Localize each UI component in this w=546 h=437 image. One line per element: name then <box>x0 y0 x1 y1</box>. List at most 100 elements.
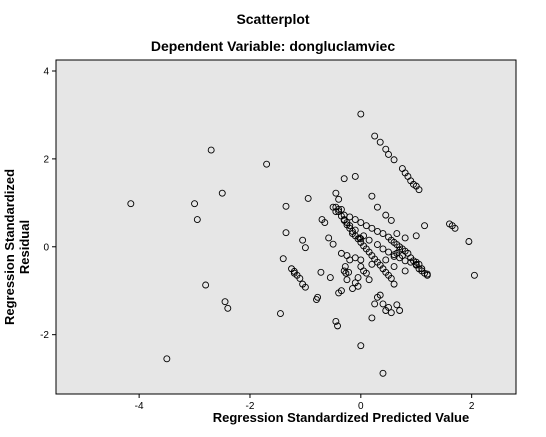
scatter-point <box>343 219 351 227</box>
scatter-point <box>332 318 340 325</box>
scatter-point <box>451 224 459 232</box>
scatter-point <box>296 274 304 282</box>
scatter-point <box>301 283 309 291</box>
scatter-point <box>421 222 429 230</box>
scatter-point <box>282 202 290 210</box>
scatter-point <box>191 200 199 208</box>
scatter-point <box>357 256 365 264</box>
scatter-point <box>387 309 395 317</box>
scatter-point <box>340 267 348 275</box>
scatter-point <box>279 255 287 263</box>
scatter-point <box>337 205 345 213</box>
scatter-point <box>390 156 398 164</box>
scatter-point <box>317 268 325 276</box>
scatter-point <box>371 300 379 308</box>
x-axis-label: Regression Standardized Predicted Value <box>212 410 470 425</box>
scatter-point <box>412 232 420 240</box>
scatter-point <box>351 216 359 223</box>
scatter-point <box>373 203 381 211</box>
scatter-point <box>321 219 329 227</box>
scatter-point <box>224 304 232 312</box>
scatter-point <box>337 287 345 295</box>
data-points <box>127 110 478 377</box>
scatter-point <box>325 234 333 242</box>
scatter-point <box>390 280 398 288</box>
scatter-point <box>282 229 290 237</box>
scatter-point <box>368 260 376 268</box>
y-axis-label: Regression Standardized Residual <box>2 168 32 326</box>
scatter-point <box>379 245 387 253</box>
scatter-point <box>304 194 312 202</box>
scatter-point <box>382 145 390 153</box>
scatter-point <box>341 263 349 271</box>
scatter-point <box>368 224 376 232</box>
scatter-point <box>357 110 365 118</box>
scatter-point <box>354 282 362 290</box>
scatter-point <box>373 241 381 249</box>
scatter-point <box>390 251 398 259</box>
scatter-point <box>345 268 353 276</box>
scatter-point <box>415 260 423 268</box>
scatter-point <box>470 271 478 279</box>
scatter-point <box>379 230 387 238</box>
scatter-point <box>351 173 359 180</box>
scatter-point <box>277 310 284 318</box>
scatter-point <box>314 293 322 301</box>
y-tick-label: -2 <box>40 330 49 341</box>
scatter-point <box>127 200 135 208</box>
scatter-point <box>335 205 343 213</box>
scatter-point <box>343 276 351 284</box>
scatter-point <box>342 269 350 277</box>
scatter-point <box>423 270 431 278</box>
scatter-point <box>390 263 398 271</box>
scatter-point <box>376 291 384 299</box>
scatter-point <box>393 230 401 238</box>
scatter-point <box>415 186 423 194</box>
scatter-point <box>357 219 365 227</box>
x-tick-label: 0 <box>358 401 364 412</box>
scatter-point <box>362 222 370 230</box>
scatter-point <box>349 230 356 238</box>
x-tick-label: -2 <box>246 401 255 412</box>
scatter-point <box>365 236 373 244</box>
scatter-point <box>329 240 337 248</box>
scatter-point <box>362 269 370 277</box>
scatter-point <box>401 234 409 242</box>
scatter-point <box>221 298 229 306</box>
scatter-point <box>396 254 404 262</box>
scatter-point <box>354 274 362 281</box>
scatter-point <box>368 314 376 322</box>
scatter-point <box>393 301 401 309</box>
scatter-point <box>357 342 365 350</box>
scatter-point <box>343 252 351 260</box>
scatter-point <box>385 303 392 311</box>
scatter-point <box>385 248 392 256</box>
scatter-point <box>387 216 395 224</box>
y-tick-label: 2 <box>43 154 49 165</box>
scatter-point <box>387 274 395 282</box>
scatter-point <box>365 276 373 284</box>
scatter-point <box>382 256 390 264</box>
scatter-point <box>346 213 354 221</box>
scatter-point <box>193 216 201 223</box>
y-tick-label: 0 <box>43 242 49 253</box>
scatter-point <box>401 267 409 275</box>
x-tick-label: 2 <box>469 401 475 412</box>
scatter-point <box>368 192 376 200</box>
x-tick-label: -4 <box>135 401 144 412</box>
scatter-point <box>465 238 473 245</box>
scatter-point <box>163 355 171 363</box>
scatter-point <box>379 300 387 308</box>
chart-title: Scatterplot <box>236 11 310 27</box>
scatter-point <box>335 195 343 203</box>
scatter-point <box>412 261 420 269</box>
scatter-point <box>207 146 215 154</box>
scatter-point <box>202 281 210 289</box>
scatter-point <box>407 258 415 266</box>
y-axis: -2 0 2 4 <box>40 66 56 341</box>
y-tick-label: 4 <box>43 66 49 77</box>
scatter-point <box>263 160 271 168</box>
scatter-point <box>357 235 365 243</box>
scatter-point <box>332 189 340 197</box>
